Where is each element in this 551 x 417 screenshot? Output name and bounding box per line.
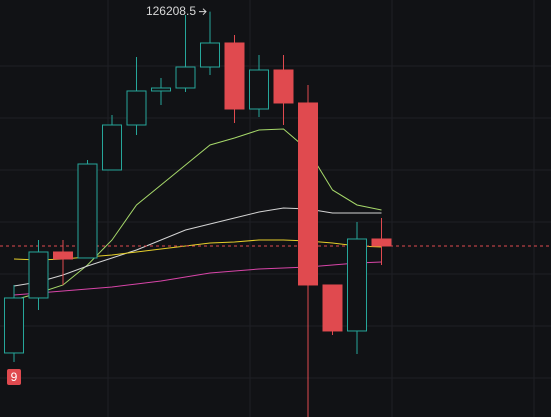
candle-body xyxy=(4,297,24,354)
candle-body xyxy=(249,69,269,110)
high-arrow xyxy=(199,8,207,16)
candle-body xyxy=(224,42,245,110)
candle-body xyxy=(298,102,318,286)
candle-body xyxy=(273,69,294,104)
candle-body xyxy=(53,251,73,260)
ma-line xyxy=(13,239,382,261)
ma-line xyxy=(13,128,382,301)
candle-body xyxy=(102,124,122,171)
candle-body xyxy=(322,284,343,332)
ma-line xyxy=(13,261,382,296)
candle-body xyxy=(126,90,147,126)
badge xyxy=(7,369,21,385)
candle-body xyxy=(347,238,367,332)
badge-label: 9 xyxy=(11,370,18,384)
ma-line xyxy=(13,207,382,287)
high-label: 126208.5 xyxy=(146,4,196,18)
candle-body xyxy=(77,163,98,259)
candle-body xyxy=(371,238,392,247)
candle-body xyxy=(175,66,196,89)
candle-body xyxy=(200,42,220,68)
candle-body xyxy=(151,87,171,92)
candle-body xyxy=(28,251,49,299)
